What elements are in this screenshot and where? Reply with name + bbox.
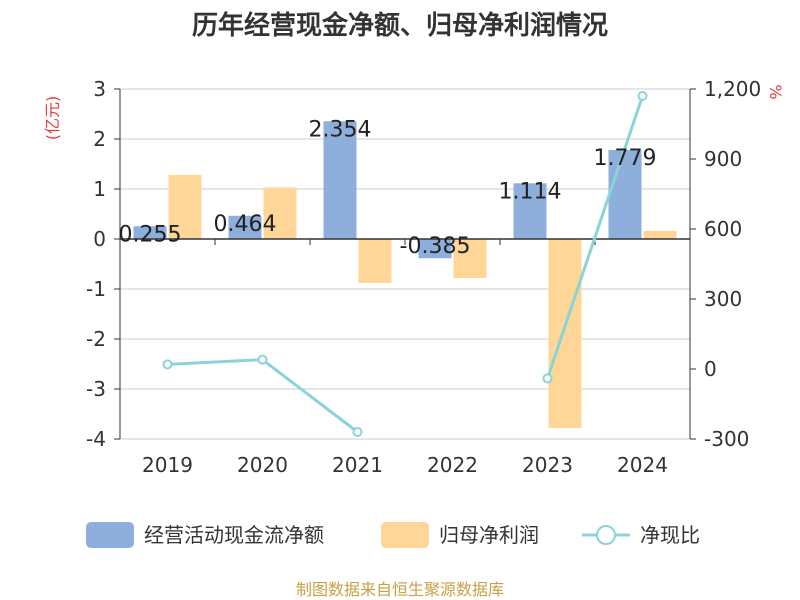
right-axis-tick-label: 300 bbox=[704, 287, 742, 311]
right-axis-label: % bbox=[766, 84, 785, 99]
legend: 经营活动现金流净额 归母净利润 净现比 bbox=[86, 522, 700, 548]
x-axis-tick-label: 2021 bbox=[332, 453, 383, 477]
grid-lines bbox=[120, 88, 690, 440]
right-axis-tick-label: -300 bbox=[704, 427, 749, 451]
line-layer bbox=[162, 91, 648, 437]
legend-swatch-net-profit bbox=[381, 522, 429, 548]
left-axis-tick-label: 0 bbox=[93, 227, 106, 251]
point-cash-profit-ratio bbox=[637, 91, 648, 101]
data-label-operating-cash-flow: 0.255 bbox=[119, 222, 182, 247]
right-axis-tick-label: 900 bbox=[704, 147, 742, 171]
point-cash-profit-ratio bbox=[352, 427, 363, 437]
legend-marker-ratio bbox=[596, 525, 616, 545]
chart-title: 历年经营现金净额、归母净利润情况 bbox=[192, 10, 608, 41]
bar-net-profit bbox=[643, 231, 677, 239]
data-label-operating-cash-flow: -0.385 bbox=[400, 234, 471, 259]
source-note: 制图数据来自恒生聚源数据库 bbox=[296, 580, 504, 599]
left-axis-label: (亿元) bbox=[43, 96, 62, 141]
line-cash-profit-ratio bbox=[167, 358, 359, 434]
point-cash-profit-ratio bbox=[162, 359, 173, 370]
right-axis-tick-label: 600 bbox=[704, 217, 742, 241]
left-axis-tick-label: -4 bbox=[86, 427, 106, 451]
x-axis-tick-label: 2022 bbox=[427, 453, 478, 477]
data-label-operating-cash-flow: 1.779 bbox=[594, 146, 657, 171]
bar-net-profit bbox=[358, 239, 392, 283]
left-axis-tick-label: 1 bbox=[93, 177, 106, 201]
bar-operating-cash-flow bbox=[133, 226, 167, 239]
bar-net-profit bbox=[263, 187, 297, 239]
point-cash-profit-ratio bbox=[542, 373, 553, 384]
legend-label-ratio: 净现比 bbox=[640, 523, 700, 547]
right-axis-tick-label: 0 bbox=[704, 357, 717, 381]
bar-operating-cash-flow bbox=[323, 121, 357, 239]
bar-operating-cash-flow bbox=[608, 150, 642, 239]
left-axis-tick-label: -3 bbox=[86, 377, 106, 401]
bar-operating-cash-flow bbox=[513, 183, 547, 239]
x-axis-tick-label: 2020 bbox=[237, 453, 288, 477]
bar-net-profit bbox=[548, 239, 582, 428]
left-axis-tick-label: 3 bbox=[93, 77, 106, 101]
legend-label-net-profit: 归母净利润 bbox=[439, 523, 539, 547]
x-axis-tick-label: 2019 bbox=[142, 453, 193, 477]
data-label-operating-cash-flow: 2.354 bbox=[309, 117, 372, 142]
left-axis-tick-label: 2 bbox=[93, 127, 106, 151]
left-axis-tick-label: -1 bbox=[86, 277, 106, 301]
bars-layer bbox=[133, 121, 677, 428]
bar-operating-cash-flow bbox=[418, 239, 452, 259]
bar-net-profit bbox=[168, 175, 202, 239]
axes-layer: 3 2 1 0 -1 -2 -3 -4 1,200 900 600 300 0 -300 2019 2020 2… bbox=[86, 77, 761, 477]
x-axis-tick-label: 2023 bbox=[522, 453, 573, 477]
data-label-operating-cash-flow: 1.114 bbox=[499, 179, 562, 204]
line-cash-profit-ratio bbox=[546, 95, 644, 379]
point-cash-profit-ratio bbox=[257, 354, 268, 365]
left-axis-tick-label: -2 bbox=[86, 327, 106, 351]
bar-net-profit bbox=[453, 239, 487, 278]
x-axis-tick-label: 2024 bbox=[617, 453, 668, 477]
data-label-operating-cash-flow: 0.464 bbox=[214, 212, 277, 237]
right-axis-tick-label: 1,200 bbox=[704, 77, 761, 101]
legend-swatch-operating-cash-flow bbox=[86, 522, 134, 548]
legend-label-operating-cash-flow: 经营活动现金流净额 bbox=[144, 523, 324, 547]
data-labels-layer: 0.255 0.464 2.354 -0.385 1.114 1.779 bbox=[119, 117, 657, 259]
bar-operating-cash-flow bbox=[228, 215, 262, 239]
